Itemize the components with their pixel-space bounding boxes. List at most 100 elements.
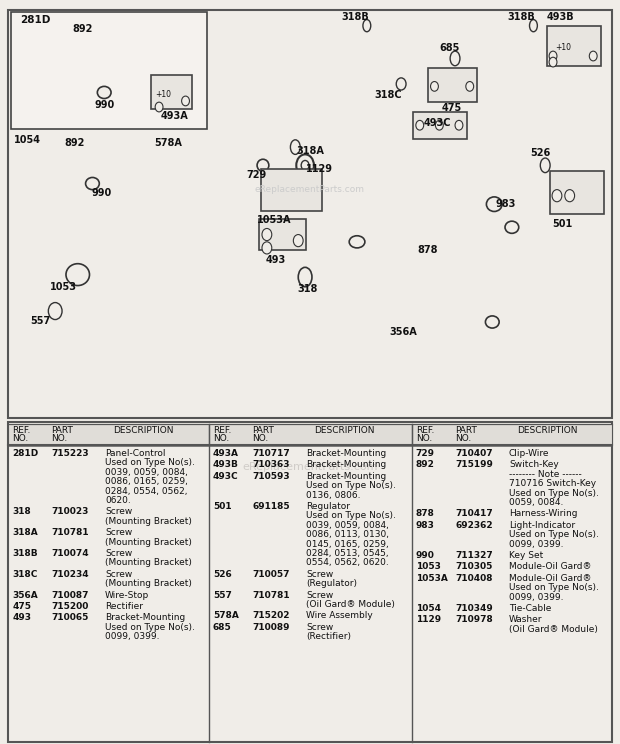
- Text: 715199: 715199: [455, 461, 493, 469]
- Text: NO.: NO.: [455, 434, 471, 443]
- Text: 0554, 0562, 0620.: 0554, 0562, 0620.: [306, 559, 389, 568]
- Ellipse shape: [298, 267, 312, 286]
- Text: (Oil Gard® Module): (Oil Gard® Module): [509, 625, 598, 634]
- Text: 318C: 318C: [12, 570, 37, 579]
- Text: 0145, 0165, 0259,: 0145, 0165, 0259,: [306, 539, 389, 548]
- Text: 0136, 0806.: 0136, 0806.: [306, 490, 361, 500]
- Bar: [550, 171, 604, 214]
- Text: Wire Assembly: Wire Assembly: [306, 612, 373, 620]
- Text: 710781: 710781: [51, 528, 89, 537]
- Text: 318: 318: [12, 507, 31, 516]
- Text: 710716 Switch-Key: 710716 Switch-Key: [509, 479, 596, 488]
- Text: 318B: 318B: [12, 549, 38, 558]
- Text: 281D: 281D: [20, 15, 50, 25]
- Text: 318C: 318C: [374, 90, 402, 100]
- Text: 892: 892: [64, 138, 85, 149]
- Text: NO.: NO.: [12, 434, 29, 443]
- Text: REF.: REF.: [416, 426, 434, 435]
- Text: 710234: 710234: [51, 570, 89, 579]
- Ellipse shape: [430, 82, 438, 92]
- Text: 501: 501: [213, 502, 232, 511]
- Text: Used on Type No(s).: Used on Type No(s).: [509, 489, 599, 498]
- Text: Screw: Screw: [105, 570, 133, 579]
- Text: 475: 475: [12, 602, 31, 611]
- Text: 692362: 692362: [455, 521, 493, 530]
- Bar: [413, 112, 467, 138]
- Text: 710363: 710363: [252, 461, 290, 469]
- Ellipse shape: [66, 263, 89, 286]
- Text: 710407: 710407: [455, 449, 493, 458]
- Ellipse shape: [293, 234, 303, 247]
- Text: Bracket-Mounting: Bracket-Mounting: [306, 472, 386, 481]
- Text: 1054: 1054: [416, 604, 441, 613]
- Text: Screw: Screw: [306, 623, 334, 632]
- Text: 493: 493: [12, 613, 31, 623]
- Ellipse shape: [97, 86, 111, 98]
- Text: 710074: 710074: [51, 549, 89, 558]
- Text: Screw: Screw: [105, 528, 133, 537]
- Text: 715202: 715202: [252, 612, 290, 620]
- Text: 0039, 0059, 0084,: 0039, 0059, 0084,: [306, 521, 389, 530]
- Bar: [209, 424, 412, 445]
- Text: PART: PART: [51, 426, 73, 435]
- Text: 710087: 710087: [51, 591, 89, 600]
- Text: 691185: 691185: [252, 502, 290, 511]
- Ellipse shape: [86, 178, 99, 190]
- Text: Bracket-Mounting: Bracket-Mounting: [306, 461, 386, 469]
- Text: 0086, 0165, 0259,: 0086, 0165, 0259,: [105, 477, 188, 487]
- Text: 892: 892: [416, 461, 435, 469]
- Ellipse shape: [257, 159, 269, 171]
- Text: Used on Type No(s).: Used on Type No(s).: [306, 481, 396, 490]
- Ellipse shape: [155, 102, 163, 112]
- Ellipse shape: [485, 316, 499, 328]
- Text: (Mounting Bracket): (Mounting Bracket): [105, 517, 192, 526]
- Ellipse shape: [455, 121, 463, 130]
- Text: Used on Type No(s).: Used on Type No(s).: [105, 623, 195, 632]
- Text: DESCRIPTION: DESCRIPTION: [113, 426, 174, 434]
- Text: 0086, 0113, 0130,: 0086, 0113, 0130,: [306, 530, 389, 539]
- Ellipse shape: [589, 51, 597, 61]
- Text: NO.: NO.: [416, 434, 432, 443]
- Text: Rectifier: Rectifier: [105, 602, 143, 611]
- Text: 878: 878: [417, 246, 438, 255]
- Text: 493B: 493B: [213, 461, 239, 469]
- Text: Screw: Screw: [105, 507, 133, 516]
- Text: Harness-Wiring: Harness-Wiring: [509, 510, 577, 519]
- Text: 356A: 356A: [389, 327, 417, 337]
- Ellipse shape: [565, 190, 575, 202]
- Text: 0059, 0084.: 0059, 0084.: [509, 498, 564, 507]
- Text: Wire-Stop: Wire-Stop: [105, 591, 149, 600]
- Text: 710349: 710349: [455, 604, 493, 613]
- Text: Used on Type No(s).: Used on Type No(s).: [105, 458, 195, 467]
- Text: +10: +10: [555, 43, 571, 52]
- Text: 0039, 0059, 0084,: 0039, 0059, 0084,: [105, 468, 188, 477]
- Text: Bracket-Mounting: Bracket-Mounting: [306, 449, 386, 458]
- Text: (Rectifier): (Rectifier): [306, 632, 351, 641]
- Text: Switch-Key: Switch-Key: [509, 461, 559, 469]
- Text: 685: 685: [439, 42, 459, 53]
- Text: (Mounting Bracket): (Mounting Bracket): [105, 538, 192, 547]
- Ellipse shape: [301, 161, 309, 170]
- Text: 0099, 0399.: 0099, 0399.: [509, 539, 564, 548]
- Ellipse shape: [349, 236, 365, 248]
- Bar: [261, 169, 322, 211]
- Text: eReplacementParts.com: eReplacementParts.com: [242, 462, 378, 472]
- Ellipse shape: [363, 19, 371, 32]
- Text: 710089: 710089: [252, 623, 290, 632]
- Text: 493B: 493B: [547, 12, 575, 22]
- Text: 729: 729: [246, 170, 266, 180]
- Text: (Regulator): (Regulator): [306, 580, 357, 589]
- Ellipse shape: [416, 121, 423, 130]
- Text: 892: 892: [73, 25, 93, 34]
- Ellipse shape: [262, 228, 272, 240]
- Text: Screw: Screw: [306, 591, 334, 600]
- Text: (Mounting Bracket): (Mounting Bracket): [105, 559, 192, 568]
- Text: 578A: 578A: [154, 138, 182, 149]
- Text: 1053: 1053: [50, 282, 76, 292]
- Text: 493: 493: [265, 255, 286, 265]
- Text: Screw: Screw: [105, 549, 133, 558]
- Text: 318A: 318A: [12, 528, 38, 537]
- Text: 0099, 0399.: 0099, 0399.: [509, 592, 564, 602]
- Text: 526: 526: [530, 148, 551, 158]
- Text: 1129: 1129: [416, 615, 441, 624]
